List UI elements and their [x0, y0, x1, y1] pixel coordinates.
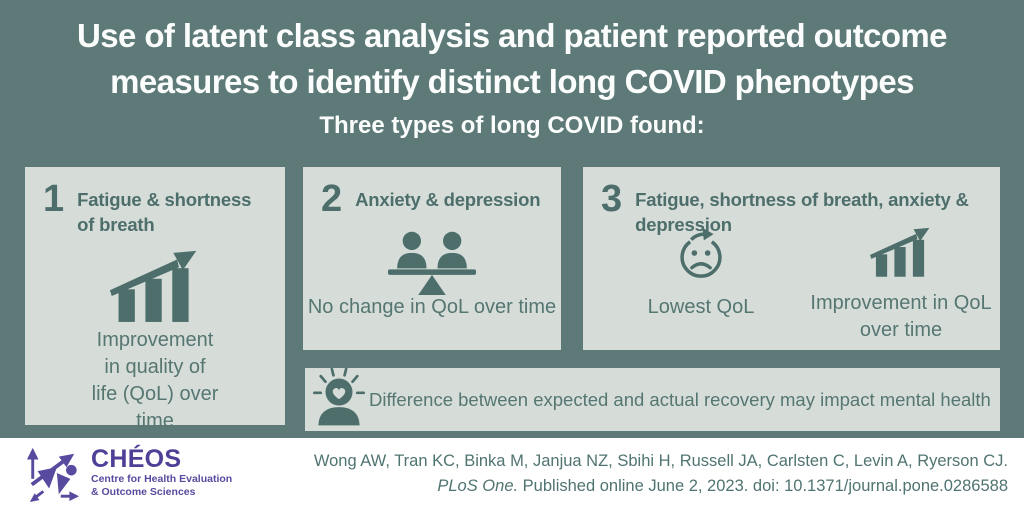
card-3-header: 3 Fatigue, shortness of breath, anxiety …	[583, 167, 1000, 237]
page-subtitle: Three types of long COVID found:	[319, 112, 705, 139]
card-1-header: 1 Fatigue & shortness of breath	[25, 167, 285, 237]
note-text: Difference between expected and actual r…	[369, 388, 991, 410]
citation-details: Published online June 2, 2023. doi: 10.1…	[518, 477, 1008, 495]
trend-up-bar-chart-icon	[868, 225, 934, 282]
card-3-number: 3	[601, 178, 623, 220]
cheos-logo-name: CHÉOS	[91, 445, 182, 473]
phenotype-card-1: 1 Fatigue & shortness of breath Improvem…	[25, 167, 285, 432]
card-2-title: Anxiety & depression	[355, 189, 541, 210]
phenotype-card-2: 2 Anxiety & depression No change in QoL …	[303, 167, 561, 350]
card-3-title: Fatigue, shortness of breath, anxiety & …	[635, 189, 969, 235]
phenotype-card-3: 3 Fatigue, shortness of breath, anxiety …	[583, 167, 1000, 350]
card-3-right-item: Improvement in QoL over time	[805, 225, 997, 344]
sad-face-cycle-icon	[673, 225, 729, 286]
title-line-2: measures to identify distinct long COVID…	[110, 63, 914, 100]
cheos-logo-mark-icon	[24, 446, 82, 507]
cheos-logo-text: CHÉOS Centre for Health Evaluation & Out…	[91, 446, 232, 498]
card-2-caption: No change in QoL over time	[307, 296, 557, 318]
card-1-caption: Improvement in quality of life (QoL) ove…	[91, 329, 219, 432]
title-line-1: Use of latent class analysis and patient…	[77, 17, 947, 54]
page-title: Use of latent class analysis and patient…	[0, 13, 1024, 105]
note-bar: Difference between expected and actual r…	[305, 366, 1000, 431]
cheos-logo: CHÉOS Centre for Health Evaluation & Out…	[24, 446, 232, 507]
card-3-right-caption: Improvement in QoL over time	[810, 292, 992, 341]
card-1-number: 1	[43, 178, 65, 220]
card-3-left-caption: Lowest QoL	[647, 296, 755, 318]
card-3-left-item: Lowest QoL	[615, 225, 787, 321]
person-heart-mind-icon	[308, 366, 370, 431]
card-2-number: 2	[321, 178, 343, 220]
card-1-title: Fatigue & shortness of breath	[77, 189, 252, 235]
citation: Wong AW, Tran KC, Binka M, Janjua NZ, Sb…	[314, 449, 1008, 499]
citation-journal: PLoS One.	[437, 477, 519, 495]
citation-authors: Wong AW, Tran KC, Binka M, Janjua NZ, Sb…	[313, 452, 1008, 470]
trend-up-bar-chart-icon	[107, 247, 203, 327]
footer: CHÉOS Centre for Health Evaluation & Out…	[0, 438, 1024, 512]
card-2-header: 2 Anxiety & depression	[303, 167, 561, 220]
citation-source: PLoS One. Published online June 2, 2023.…	[314, 474, 1008, 499]
cheos-logo-subtitle-2: & Outcome Sciences	[91, 485, 196, 498]
balanced-scale-people-icon	[380, 229, 484, 300]
cheos-logo-subtitle-1: Centre for Health Evaluation	[91, 473, 233, 485]
